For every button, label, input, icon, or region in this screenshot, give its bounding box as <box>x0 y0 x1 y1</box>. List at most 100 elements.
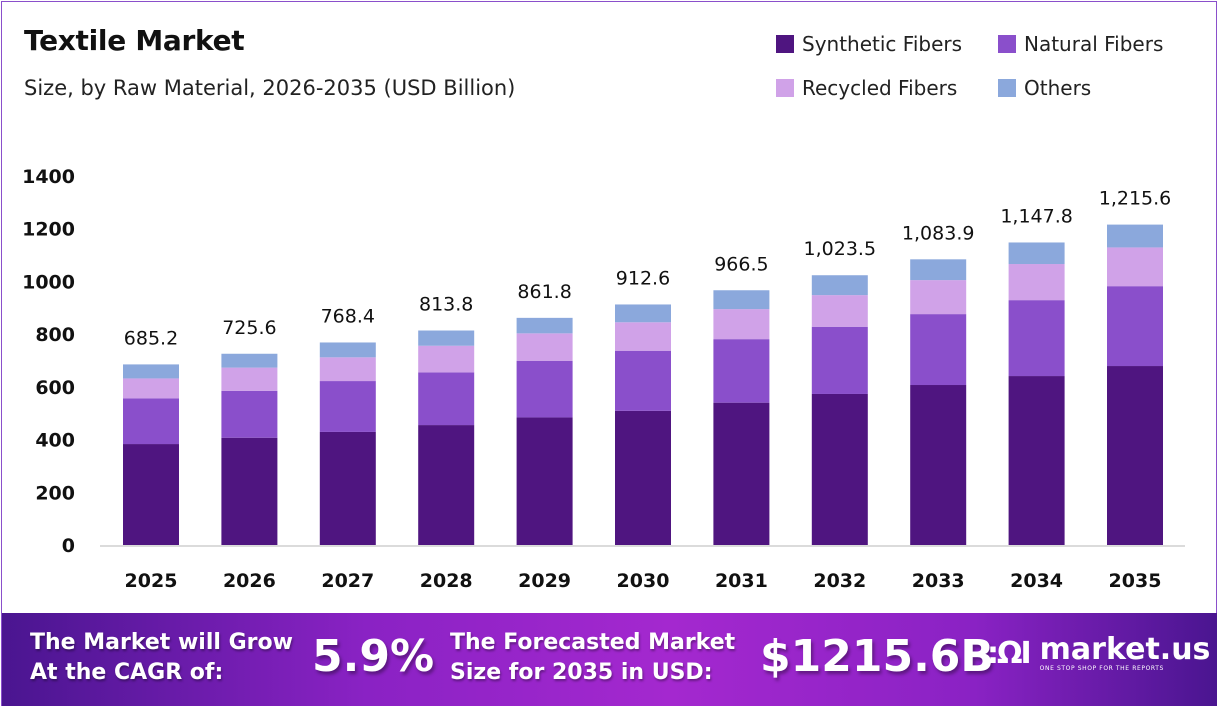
bar-segment-others <box>418 330 475 346</box>
bar-segment-others <box>123 364 179 379</box>
legend-label: Others <box>1024 76 1092 100</box>
bar-segment-recycled-fibers <box>123 378 179 399</box>
bar-segment-natural-fibers <box>811 326 868 394</box>
x-tick-label: 2032 <box>813 570 866 592</box>
legend-swatch <box>998 79 1016 97</box>
bar-segment-natural-fibers <box>1008 300 1065 377</box>
x-tick-label: 2028 <box>420 570 473 592</box>
bar-segment-synthetic-fibers <box>811 393 868 545</box>
bar-segment-recycled-fibers <box>319 357 376 382</box>
chart-title: Textile Market <box>24 24 245 57</box>
y-tick-label: 600 <box>35 377 75 399</box>
bar-segment-natural-fibers <box>516 360 573 418</box>
bar-segment-others <box>910 259 967 281</box>
total-data-label: 685.2 <box>124 327 178 349</box>
x-tick-label: 2026 <box>223 570 276 592</box>
legend-item-natural: Natural Fibers <box>998 32 1163 56</box>
y-tick-label: 200 <box>35 482 75 504</box>
bar-segment-recycled-fibers <box>516 333 573 361</box>
bar-segment-recycled-fibers <box>418 345 475 373</box>
x-tick-label: 2033 <box>912 570 965 592</box>
x-tick-label: 2031 <box>715 570 768 592</box>
brand-name: market.us <box>1039 632 1211 667</box>
cagr-value: 5.9% <box>312 631 435 682</box>
legend-item-synthetic: Synthetic Fibers <box>776 32 962 56</box>
chart-plot: 0 200 400 600 800 1000 1200 1400 685.2 2025 725.6 2… <box>22 166 1185 592</box>
y-tick-label: 1400 <box>22 166 75 188</box>
cagr-label: The Market will Grow At the CAGR of: <box>30 628 293 688</box>
bar-segment-others <box>615 304 671 323</box>
total-data-label: 1,147.8 <box>1000 205 1073 227</box>
bar-segment-recycled-fibers <box>615 322 671 351</box>
bar-segment-recycled-fibers <box>1008 264 1065 301</box>
bar-segment-natural-fibers <box>615 350 671 411</box>
brand-logo: :ΩΙ market.us ONE STOP SHOP FOR THE REPO… <box>987 632 1211 673</box>
bar-segment-others <box>319 342 376 358</box>
total-data-label: 1,083.9 <box>902 222 975 244</box>
bar-segment-others <box>1008 242 1065 265</box>
total-data-label: 861.8 <box>517 281 571 303</box>
bar-segment-natural-fibers <box>221 390 278 438</box>
bar-segment-recycled-fibers <box>221 367 278 391</box>
bar-segment-recycled-fibers <box>713 309 770 340</box>
bar-segment-recycled-fibers <box>910 280 967 315</box>
total-data-label: 912.6 <box>616 267 670 289</box>
x-tick-label: 2035 <box>1109 570 1162 592</box>
forecast-label-line2: Size for 2035 in USD: <box>450 660 713 685</box>
x-tick-label: 2034 <box>1010 570 1063 592</box>
bar-segment-natural-fibers <box>1107 286 1163 367</box>
bar-segment-others <box>516 317 573 334</box>
bar-segment-natural-fibers <box>123 398 179 445</box>
cagr-label-line2: At the CAGR of: <box>30 660 224 685</box>
legend-swatch <box>776 35 794 53</box>
forecast-value: $1215.6B <box>760 631 994 682</box>
bar-segment-synthetic-fibers <box>418 425 475 545</box>
x-tick-label: 2027 <box>321 570 374 592</box>
bar-segment-recycled-fibers <box>1107 247 1163 287</box>
y-tick-label: 400 <box>35 430 75 452</box>
brand-tagline: ONE STOP SHOP FOR THE REPORTS <box>1039 665 1164 672</box>
bar-segment-others <box>1107 224 1163 248</box>
legend-label: Synthetic Fibers <box>802 32 963 56</box>
legend-swatch <box>998 35 1016 53</box>
y-tick-label: 1000 <box>22 271 75 293</box>
total-data-label: 1,215.6 <box>1099 188 1172 210</box>
bar-segment-synthetic-fibers <box>221 437 278 545</box>
legend-label: Recycled Fibers <box>802 76 958 100</box>
chart-subtitle: Size, by Raw Material, 2026-2035 (USD Bi… <box>24 76 516 100</box>
total-data-label: 768.4 <box>321 305 375 327</box>
bar-segment-synthetic-fibers <box>516 417 573 545</box>
forecast-label: The Forecasted Market Size for 2035 in U… <box>450 628 735 688</box>
y-tick-label: 800 <box>35 324 75 346</box>
bar-segment-others <box>811 275 868 296</box>
bar-segment-others <box>713 290 770 310</box>
bar-segment-natural-fibers <box>910 314 967 386</box>
x-tick-label: 2025 <box>125 570 178 592</box>
bar-segment-synthetic-fibers <box>319 431 376 545</box>
total-data-label: 966.5 <box>714 253 768 275</box>
bar-segment-synthetic-fibers <box>123 444 179 545</box>
bar-segment-natural-fibers <box>418 372 475 426</box>
legend-swatch <box>776 79 794 97</box>
cagr-label-line1: The Market will Grow <box>30 630 293 655</box>
x-tick-label: 2029 <box>518 570 571 592</box>
bar-segment-synthetic-fibers <box>910 385 967 545</box>
y-tick-label: 0 <box>62 535 75 557</box>
total-data-label: 725.6 <box>222 317 276 339</box>
legend-item-others: Others <box>998 76 1091 100</box>
bar-segment-recycled-fibers <box>811 295 868 327</box>
bar-segment-natural-fibers <box>319 381 376 432</box>
bar-segment-natural-fibers <box>713 339 770 403</box>
bar-segment-synthetic-fibers <box>615 410 671 545</box>
y-tick-label: 1200 <box>22 219 75 241</box>
bar-segment-synthetic-fibers <box>1107 366 1163 545</box>
legend-label: Natural Fibers <box>1024 32 1164 56</box>
forecast-label-line1: The Forecasted Market <box>450 630 736 655</box>
bar-segment-synthetic-fibers <box>1008 376 1065 545</box>
total-data-label: 1,023.5 <box>804 238 877 260</box>
total-data-label: 813.8 <box>419 294 473 316</box>
legend-item-recycled: Recycled Fibers <box>776 76 957 100</box>
x-tick-label: 2030 <box>617 570 670 592</box>
bar-segment-others <box>221 353 278 368</box>
brand-logo-icon: :ΩΙ <box>987 636 1032 671</box>
